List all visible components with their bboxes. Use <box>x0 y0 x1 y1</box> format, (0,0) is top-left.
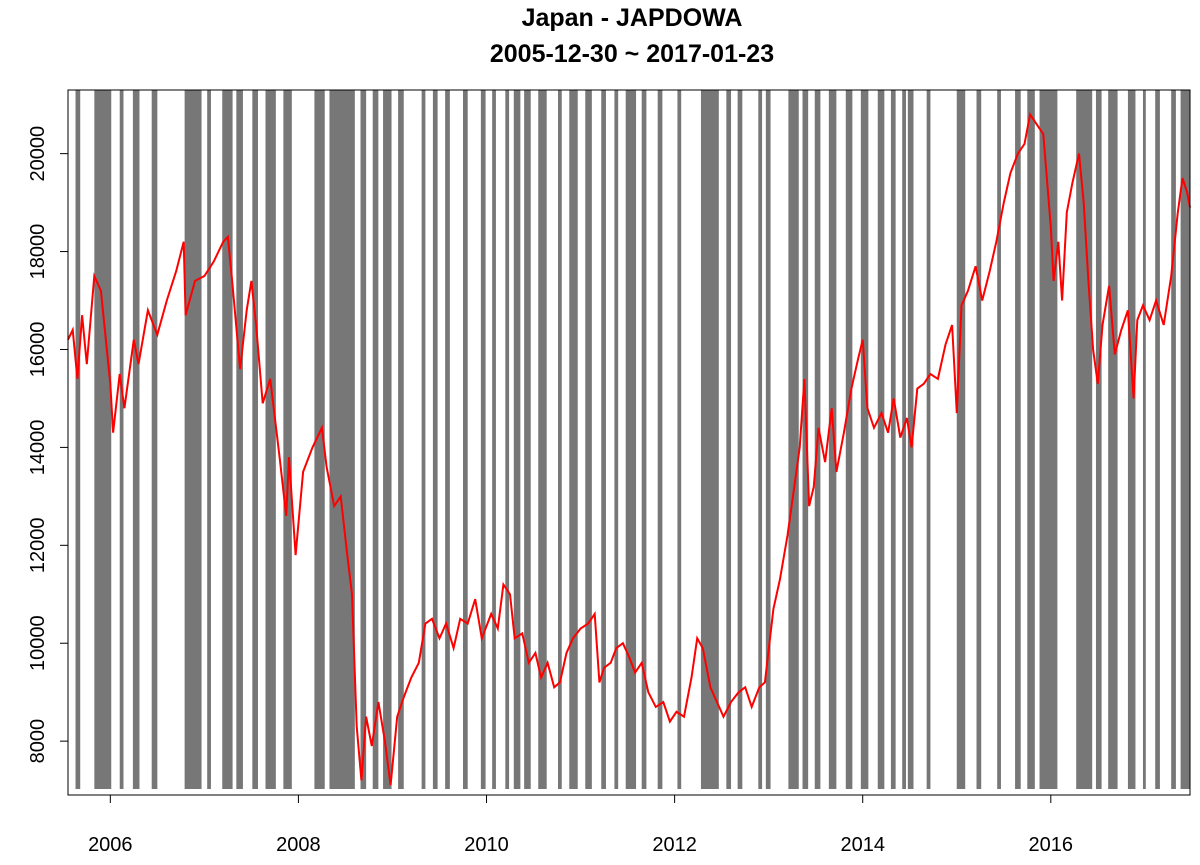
shaded-band <box>677 90 682 789</box>
shaded-band <box>976 90 982 789</box>
shaded-band <box>788 90 799 789</box>
shaded-band <box>421 90 426 789</box>
shaded-band <box>1027 90 1035 789</box>
x-tick-label: 2008 <box>276 834 321 856</box>
shaded-band <box>236 90 243 789</box>
shaded-band <box>845 90 853 789</box>
shaded-band <box>601 90 606 789</box>
shaded-band <box>207 90 211 789</box>
shaded-band <box>314 90 325 789</box>
shaded-band <box>222 90 233 789</box>
shaded-band <box>585 90 592 789</box>
chart-title: Japan - JAPDOWA <box>522 4 743 32</box>
data-line <box>67 111 1191 786</box>
shaded-band <box>802 90 809 789</box>
shaded-band <box>360 90 367 789</box>
shaded-band <box>538 90 547 789</box>
shaded-band <box>1076 90 1093 789</box>
shaded-band <box>737 90 743 789</box>
x-tick-label: 2012 <box>652 834 697 856</box>
shaded-band <box>94 90 112 789</box>
shaded-band <box>463 90 468 789</box>
x-tick-label: 2014 <box>840 834 885 856</box>
shaded-band <box>184 90 202 789</box>
shaded-band <box>758 90 763 789</box>
x-tick-label: 2010 <box>464 834 509 856</box>
shaded-band <box>75 90 81 789</box>
plot-frame <box>67 89 1191 796</box>
y-tick-label: 20000 <box>27 126 49 182</box>
shaded-band <box>828 90 837 789</box>
shaded-band <box>252 90 258 789</box>
shaded-band <box>1015 90 1021 789</box>
shaded-band <box>956 90 966 789</box>
shaded-band <box>265 90 276 789</box>
shaded-band <box>513 90 521 789</box>
shaded-band <box>492 90 496 789</box>
shaded-band <box>445 90 450 789</box>
y-tick-label: 12000 <box>27 518 49 574</box>
y-tick-label: 14000 <box>27 420 49 476</box>
shaded-band <box>283 90 292 789</box>
y-tick-label: 16000 <box>27 322 49 378</box>
shaded-band <box>902 90 906 789</box>
shaded-band <box>557 90 562 789</box>
shaded-band <box>480 90 486 789</box>
shaded-band <box>151 90 158 789</box>
y-tick-label: 8000 <box>27 719 49 764</box>
y-tick-label: 18000 <box>27 224 49 280</box>
shaded-band <box>1171 90 1176 789</box>
shaded-band <box>1180 90 1190 789</box>
shaded-band <box>329 90 355 789</box>
shaded-band <box>372 90 379 789</box>
shaded-band <box>524 90 531 789</box>
shaded-band <box>1108 90 1118 789</box>
shaded-band <box>398 90 404 789</box>
x-tick-label: 2006 <box>88 834 133 856</box>
shaded-band <box>641 90 647 789</box>
shaded-band <box>569 90 578 789</box>
shaded-band <box>860 90 869 789</box>
shaded-band <box>383 90 392 789</box>
shaded-band <box>997 90 1001 789</box>
shaded-band <box>1142 90 1146 789</box>
shaded-band <box>119 90 124 789</box>
shaded-band <box>926 90 931 789</box>
shaded-band <box>132 90 140 789</box>
y-tick-label: 10000 <box>27 615 49 671</box>
shaded-band <box>614 90 619 789</box>
shaded-band <box>625 90 637 789</box>
x-tick-label: 2016 <box>1029 834 1074 856</box>
shaded-band <box>726 90 732 789</box>
shaded-band <box>432 90 438 789</box>
shaded-band <box>700 90 719 789</box>
shaded-band <box>657 90 663 789</box>
shaded-band <box>505 90 510 789</box>
shaded-band <box>765 90 771 789</box>
shaded-band <box>1095 90 1102 789</box>
chart-subtitle: 2005-12-30 ~ 2017-01-23 <box>490 40 774 68</box>
shaded-band <box>1127 90 1136 789</box>
shaded-band <box>890 90 896 789</box>
shaded-band <box>877 90 885 789</box>
shaded-band <box>1155 90 1160 789</box>
